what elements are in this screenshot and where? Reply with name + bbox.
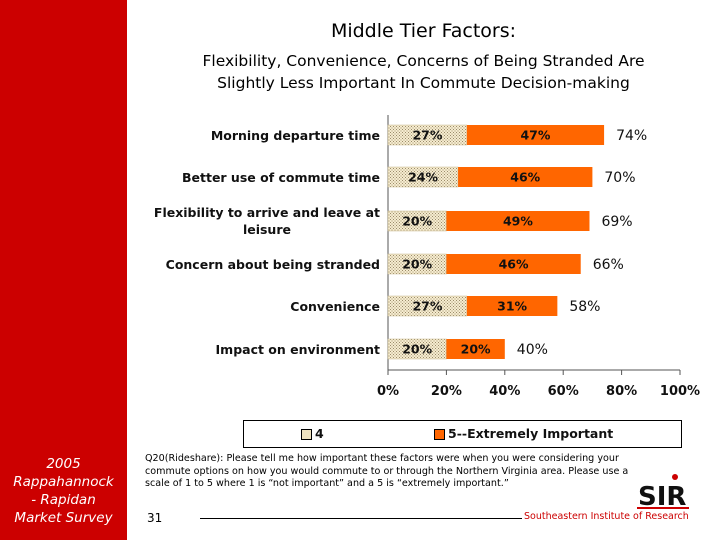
bar-5	[466, 125, 605, 145]
category-label-line: Flexibility to arrive and leave at	[153, 205, 380, 220]
category-label-line: leisure	[242, 222, 291, 237]
category-label-line: Better use of commute time	[181, 169, 380, 185]
bar-5-value-label: 47%	[520, 128, 550, 143]
category-label: Concern about being stranded	[166, 256, 380, 273]
category-label: Morning departure time	[211, 127, 380, 144]
sir-logo-text: SIR	[638, 482, 686, 511]
total-value-label: 74%	[616, 128, 647, 144]
survey-question-footnote: Q20(Rideshare): Please tell me how impor…	[145, 453, 629, 489]
page-number: 31	[147, 511, 163, 525]
slide-subtitle: Flexibility, Convenience, Concerns of Be…	[127, 50, 720, 94]
bar-4-value-label: 20%	[402, 257, 432, 272]
total-value-label: 40%	[517, 342, 548, 358]
x-tick-label: 100%	[660, 384, 700, 399]
bar-5-value-label: 49%	[503, 214, 533, 229]
sir-logo: SIR	[637, 474, 689, 511]
bar-5	[446, 254, 581, 274]
category-label-line: Concern about being stranded	[165, 256, 380, 272]
bar-5-value-label: 46%	[499, 257, 529, 272]
x-tick-label: 60%	[548, 384, 579, 399]
total-value-label: 69%	[601, 214, 632, 230]
sidebar-line-1: 2005	[46, 456, 81, 472]
category-label: Convenience	[290, 298, 380, 315]
category-label: Better use of commute time	[182, 169, 380, 186]
legend-label-5: 5--Extremely Important	[448, 426, 614, 441]
legend-label-4: 4	[315, 426, 324, 441]
slide-title: Middle Tier Factors:	[330, 20, 517, 42]
x-tick-label: 20%	[431, 384, 462, 399]
sidebar-caption: 2005 Rappahannock - Rapidan Market Surve…	[0, 455, 127, 527]
chart-legend: 4 5--Extremely Important	[243, 420, 682, 448]
bar-5	[446, 211, 590, 231]
bar-5-value-label: 20%	[461, 342, 491, 357]
category-label: Impact on environment	[216, 341, 380, 358]
bar-5	[446, 339, 505, 359]
bar-5	[466, 296, 558, 316]
sidebar-line-4: Market Survey	[14, 510, 113, 526]
bar-5-value-label: 46%	[510, 170, 540, 185]
sidebar-line-3: - Rapidan	[31, 492, 96, 508]
sidebar-line-2: Rappahannock	[13, 474, 114, 490]
subtitle-line-2: Slightly Less Important In Commute Decis…	[217, 74, 630, 92]
category-label-line: Impact on environment	[215, 341, 380, 357]
bar-4-value-label: 24%	[408, 170, 438, 185]
total-value-label: 58%	[569, 299, 600, 315]
x-tick-label: 40%	[489, 384, 520, 399]
category-label-line: Morning departure time	[210, 127, 380, 143]
category-label: Flexibility to arrive and leave at leisur…	[154, 204, 380, 238]
total-value-label: 66%	[593, 257, 624, 273]
total-value-label: 70%	[604, 170, 635, 186]
sidebar-panel: 2005 Rappahannock - Rapidan Market Surve…	[0, 0, 127, 540]
bar-4-value-label: 20%	[402, 342, 432, 357]
category-label-line: Convenience	[290, 298, 380, 314]
bar-4-value-label: 20%	[402, 214, 432, 229]
legend-swatch-4	[301, 429, 312, 440]
bar-5-value-label: 31%	[497, 299, 527, 314]
x-tick-label: 80%	[606, 384, 637, 399]
bar-4-value-label: 27%	[412, 128, 442, 143]
bar-4-value-label: 27%	[412, 299, 442, 314]
footer-divider	[200, 518, 522, 519]
organization-name: Southeastern Institute of Research	[524, 511, 689, 522]
legend-swatch-5	[434, 429, 445, 440]
bar-5	[458, 167, 593, 187]
x-tick-label: 0%	[377, 384, 399, 399]
subtitle-line-1: Flexibility, Convenience, Concerns of Be…	[202, 52, 645, 70]
stacked-bar-chart: 0% 20% 40% 60% 80% 100% 27% 47% 74% 24% 46% 70% 20% 4…	[377, 115, 700, 399]
